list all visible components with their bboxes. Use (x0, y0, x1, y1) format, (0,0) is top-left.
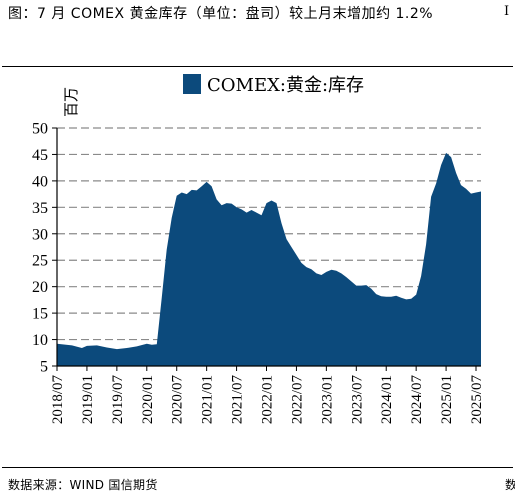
page-title: 图：7 月 COMEX 黄金库存（单位：盘司）较上月末增加约 1.2% (8, 6, 434, 22)
y-tick-label-50: 50 (32, 121, 48, 138)
y-tick-label-25: 25 (32, 253, 48, 270)
x-tick-label-2024/01: 2024/01 (379, 375, 395, 424)
x-tick-label-2022/07: 2022/07 (289, 375, 305, 425)
title-clipped-char: I (504, 4, 510, 19)
x-tick-label-2021/01: 2021/01 (200, 375, 216, 424)
x-tick-label-2023/07: 2023/07 (349, 375, 365, 425)
y-axis-ticks: 5 10 15 20 25 30 35 40 45 50 (32, 121, 57, 376)
x-tick-label-2019/01: 2019/01 (80, 375, 96, 424)
source-clipped-char: 数 (505, 478, 515, 492)
y-tick-label-10: 10 (32, 332, 48, 349)
x-axis-ticks: 2018/07 2019/01 2019/07 2020/01 2020/07 2021/… (50, 366, 485, 424)
x-tick-label-2021/07: 2021/07 (230, 375, 246, 425)
x-tick-label-2022/01: 2022/01 (260, 375, 276, 424)
y-tick-label-45: 45 (32, 147, 48, 164)
x-tick-label-2020/07: 2020/07 (170, 375, 186, 425)
y-tick-label-35: 35 (32, 200, 48, 217)
x-tick-label-2025/07: 2025/07 (469, 375, 485, 425)
y-tick-label-15: 15 (32, 306, 48, 323)
y-tick-label-5: 5 (40, 359, 48, 376)
x-tick-label-2019/07: 2019/07 (110, 375, 126, 425)
source-note: 数据来源：WIND 国信期货 (8, 478, 158, 492)
x-tick-label-2025/01: 2025/01 (439, 375, 455, 424)
bottom-rule (2, 467, 513, 468)
x-tick-label-2023/01: 2023/01 (319, 375, 335, 424)
x-tick-label-2020/01: 2020/01 (140, 375, 156, 424)
legend-swatch (183, 74, 201, 94)
y-tick-label-40: 40 (32, 173, 48, 190)
x-tick-label-2024/07: 2024/07 (409, 375, 425, 425)
legend-label: COMEX:黄金:库存 (207, 75, 364, 96)
y-tick-label-30: 30 (32, 226, 48, 243)
y-axis-unit-label: 百万 (62, 87, 80, 117)
y-tick-label-20: 20 (32, 279, 48, 296)
top-rule (2, 66, 513, 67)
series-area-comex-gold-inventory (57, 152, 481, 366)
x-tick-label-2018/07: 2018/07 (50, 375, 66, 425)
